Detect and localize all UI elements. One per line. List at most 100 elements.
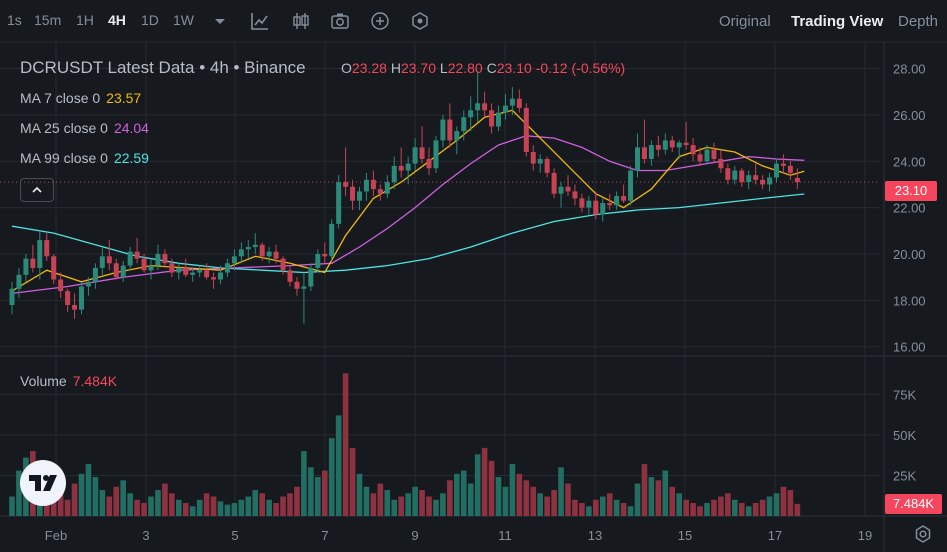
candle-body [287, 270, 293, 282]
candle-body [343, 182, 349, 187]
volume-bar [558, 467, 564, 516]
candle-body [607, 203, 613, 206]
volume-bar [245, 496, 252, 516]
candle-body [384, 182, 390, 194]
volume-bar [273, 503, 279, 516]
candle-body [586, 200, 592, 208]
candle-body [106, 256, 112, 264]
volume-bar [412, 486, 418, 516]
interval-1s[interactable]: 1s [7, 12, 22, 28]
volume-bar [593, 499, 599, 516]
volume-bar [315, 477, 321, 516]
volume-bar [9, 496, 15, 516]
volume-bar [787, 490, 794, 516]
candle-body [530, 152, 536, 164]
x-tick-label: 15 [678, 528, 692, 543]
candle-body [600, 203, 606, 215]
candle-body [593, 200, 599, 215]
candle-body [523, 107, 529, 152]
view-trading-view[interactable]: Trading View [791, 13, 884, 30]
candle-body [44, 240, 50, 257]
volume-bar [294, 486, 300, 516]
candle-body [718, 158, 724, 169]
indicator-icon[interactable] [410, 11, 430, 31]
candle-body [669, 140, 675, 148]
settings-icon[interactable] [913, 524, 933, 544]
candle-body [37, 240, 43, 268]
camera-icon[interactable] [330, 11, 350, 31]
high-value: 23.70 [400, 60, 436, 76]
plus-circle-icon[interactable] [370, 11, 390, 31]
volume-bar [342, 373, 349, 516]
axis-labels: Feb 3 5 7 9 11 13 15 17 19 28.00 26.00 24.00 22.00 20.… [45, 62, 926, 543]
volume-bar [308, 467, 314, 516]
interval-1w[interactable]: 1W [173, 12, 194, 28]
volume-bars [9, 373, 801, 516]
candle-body [16, 274, 22, 289]
volume-bar [134, 499, 140, 516]
volume-bar [426, 496, 432, 516]
volume-bar [203, 493, 210, 516]
tradingview-logo-icon [29, 475, 57, 491]
view-original[interactable]: Original [719, 13, 771, 30]
open-value: 23.28 [351, 60, 387, 76]
candle-body [377, 189, 383, 194]
volume-bar [718, 496, 724, 516]
volume-bar [794, 503, 801, 516]
candle-body [787, 165, 793, 173]
candle-body [440, 119, 446, 141]
candle-settings-icon[interactable] [291, 11, 311, 31]
volume-bar [377, 483, 384, 516]
chevron-down-icon[interactable] [210, 11, 230, 31]
view-depth[interactable]: Depth [898, 13, 939, 30]
volume-bar [732, 499, 738, 516]
volume-legend: Volume 7.484K [20, 373, 118, 389]
candle-body [58, 279, 64, 292]
volume-bar [384, 490, 391, 516]
candle-body [148, 265, 154, 271]
candle-body [176, 267, 182, 273]
volume-bar [182, 503, 189, 516]
candle-body [183, 267, 189, 275]
candle-body [496, 112, 501, 127]
volume-bar [71, 483, 78, 516]
candle-body [224, 263, 230, 273]
line-chart-icon[interactable] [250, 11, 270, 31]
volume-bar [634, 483, 641, 516]
interval-1h[interactable]: 1H [76, 12, 94, 28]
x-tick-label: 3 [142, 528, 149, 543]
candle-body [252, 244, 258, 248]
volume-bar [349, 447, 356, 516]
candle-body [475, 103, 481, 111]
candle-body [322, 254, 328, 257]
collapse-legend-button[interactable] [20, 178, 54, 202]
candle-body [468, 110, 474, 118]
volume-bar [252, 490, 259, 516]
chart-title: DCRUSDT Latest Data • 4h • Binance [20, 58, 306, 77]
change-percent: (-0.56%) [571, 60, 626, 76]
candle-body [23, 258, 29, 275]
candle-body [551, 172, 557, 194]
volume-bar [287, 493, 293, 516]
interval-4h[interactable]: 4H [108, 12, 126, 28]
volume-bar [141, 503, 147, 516]
candle-body [516, 98, 522, 108]
x-tick-label: 17 [768, 528, 782, 543]
candle-body [65, 291, 71, 305]
candle-body [544, 158, 550, 173]
interval-15m[interactable]: 15m [34, 12, 62, 28]
candle-body [273, 251, 279, 259]
volume-bar [189, 506, 196, 516]
volume-bar [447, 480, 453, 516]
candle-body [690, 145, 696, 155]
candle-body [794, 177, 800, 183]
candle-body [739, 170, 745, 183]
interval-1d[interactable]: 1D [141, 12, 159, 28]
x-tick-label: 5 [231, 528, 238, 543]
volume-value: 7.484K [72, 373, 118, 389]
candle-body [767, 177, 773, 185]
volume-bar [106, 496, 113, 516]
volume-bar [266, 499, 272, 516]
volume-bar [766, 496, 773, 516]
